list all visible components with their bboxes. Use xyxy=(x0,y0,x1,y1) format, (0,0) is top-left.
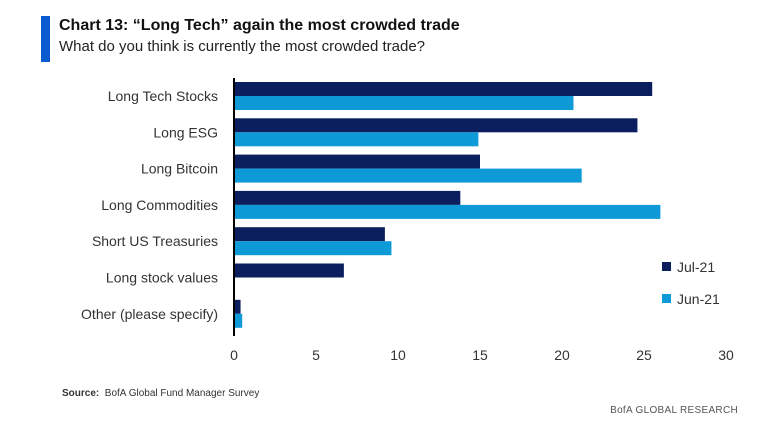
bar-jul-21 xyxy=(234,82,653,96)
bar-jul-21 xyxy=(234,299,241,314)
brand-footer: BofA GLOBAL RESEARCH xyxy=(610,405,738,416)
chart-title: Chart 13: “Long Tech” again the most cro… xyxy=(59,17,460,34)
bar-jun-21 xyxy=(234,204,661,219)
chart-subtitle: What do you think is currently the most … xyxy=(59,38,426,55)
bar-jun-21 xyxy=(234,241,392,256)
bar-jun-21 xyxy=(234,168,582,183)
bar-jul-21 xyxy=(234,263,344,278)
legend-swatch-jul-21 xyxy=(662,262,671,271)
category-label: Short US Treasuries xyxy=(92,233,218,249)
legend-label: Jun-21 xyxy=(677,291,720,307)
bar-jul-21 xyxy=(234,227,385,242)
bar-jun-21 xyxy=(234,313,243,328)
bar-jun-21 xyxy=(234,132,479,147)
x-tick-label: 15 xyxy=(472,347,488,363)
category-label: Long Commodities xyxy=(101,197,218,213)
category-label: Long Tech Stocks xyxy=(108,88,218,104)
category-label: Long Bitcoin xyxy=(141,161,218,177)
source-note: Source: BofA Global Fund Manager Survey xyxy=(62,388,259,399)
bar-jun-21 xyxy=(234,96,574,110)
legend-swatch-jun-21 xyxy=(662,294,671,303)
source-label: Source: xyxy=(62,388,100,399)
category-label: Long stock values xyxy=(106,270,218,286)
title-accent-bar xyxy=(41,16,50,62)
x-tick-label: 5 xyxy=(312,347,320,363)
bar-jul-21 xyxy=(234,118,638,133)
bar-jul-21 xyxy=(234,190,461,205)
category-label: Long ESG xyxy=(153,124,218,140)
legend-label: Jul-21 xyxy=(677,259,715,275)
source-text: BofA Global Fund Manager Survey xyxy=(104,388,260,399)
x-tick-label: 0 xyxy=(230,347,238,363)
category-label: Other (please specify) xyxy=(81,306,218,322)
x-tick-label: 20 xyxy=(554,347,570,363)
x-tick-label: 25 xyxy=(636,347,652,363)
bar-jul-21 xyxy=(234,154,480,169)
x-tick-label: 10 xyxy=(390,347,406,363)
x-tick-label: 30 xyxy=(718,347,734,363)
